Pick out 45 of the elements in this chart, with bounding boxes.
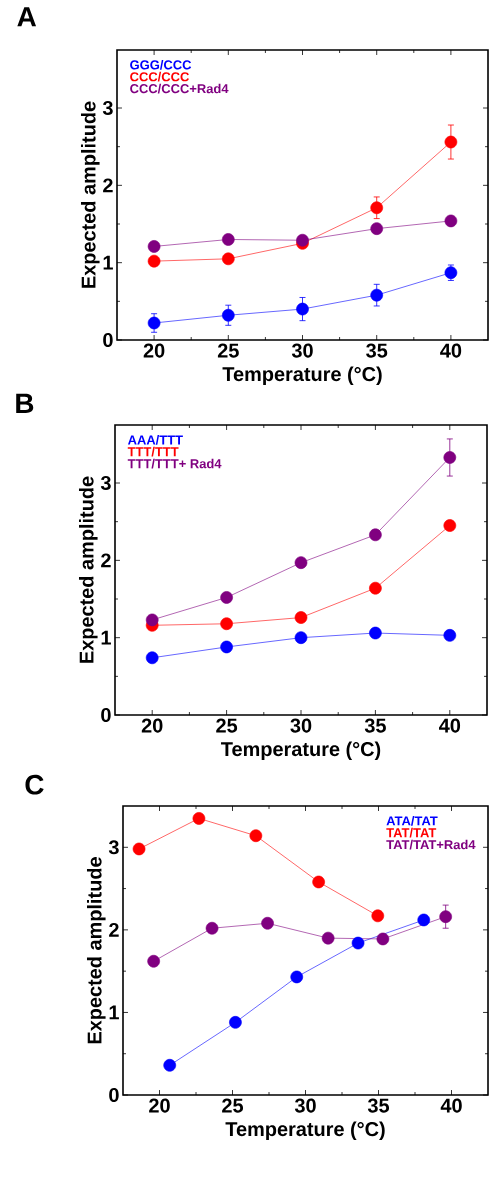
y-axis-title: Expected amplitude xyxy=(80,101,100,288)
x-tick-label: 20 xyxy=(143,343,165,358)
x-tick-label: 35 xyxy=(367,1098,390,1113)
x-tick-label: 30 xyxy=(294,1098,316,1113)
x-tick-label: 40 xyxy=(440,343,462,358)
text: TAT/TAT xyxy=(386,827,437,838)
y-tick-label: 0 xyxy=(103,332,113,348)
x-tick-label: 35 xyxy=(364,718,386,733)
x-axis-title: Temperature (°C) xyxy=(221,741,381,761)
x-tick-label: 25 xyxy=(217,343,239,358)
text: CCC/CCC xyxy=(130,71,189,82)
x-tick-label: 40 xyxy=(439,718,461,733)
y-tick-label: 3 xyxy=(102,100,113,116)
y-tick-label: 1 xyxy=(103,255,113,270)
x-tick-label: 30 xyxy=(290,718,312,733)
x-axis-title: Temperature (°C) xyxy=(225,1121,385,1141)
y-tick-label: 1 xyxy=(101,630,111,645)
text: A xyxy=(17,7,37,27)
text: C xyxy=(25,774,44,795)
y-axis-title: Expected amplitude xyxy=(86,857,106,1044)
text: ATA/TAT xyxy=(386,815,438,826)
y-tick-label: 0 xyxy=(109,1087,119,1103)
x-tick-label: 25 xyxy=(222,1098,244,1113)
x-tick-label: 20 xyxy=(149,1098,170,1113)
text: B xyxy=(16,393,34,413)
text: CCC/CCC+Rad4 xyxy=(130,83,229,94)
y-tick-label: 2 xyxy=(101,553,111,568)
y-tick-label: 0 xyxy=(101,707,111,723)
y-tick-label: 1 xyxy=(109,1005,119,1020)
y-tick-label: 3 xyxy=(108,840,119,855)
text: GGG/CCC xyxy=(130,59,192,70)
text: TAT/TAT+Rad4 xyxy=(386,839,476,850)
text: TTT/TTT+ Rad4 xyxy=(127,458,222,469)
y-tick-label: 2 xyxy=(103,178,113,193)
x-axis-title: Temperature (°C) xyxy=(222,366,382,386)
text: TTT/TTT xyxy=(127,446,179,457)
x-tick-label: 30 xyxy=(291,343,313,358)
x-tick-label: 35 xyxy=(366,343,388,358)
x-tick-label: 20 xyxy=(141,718,163,733)
y-tick-label: 3 xyxy=(100,475,111,491)
y-axis-title: Expected amplitude xyxy=(78,476,98,663)
y-tick-label: 2 xyxy=(109,922,119,937)
x-tick-label: 40 xyxy=(440,1098,462,1113)
x-tick-label: 25 xyxy=(216,718,238,733)
text: AAA/TTT xyxy=(127,434,183,445)
